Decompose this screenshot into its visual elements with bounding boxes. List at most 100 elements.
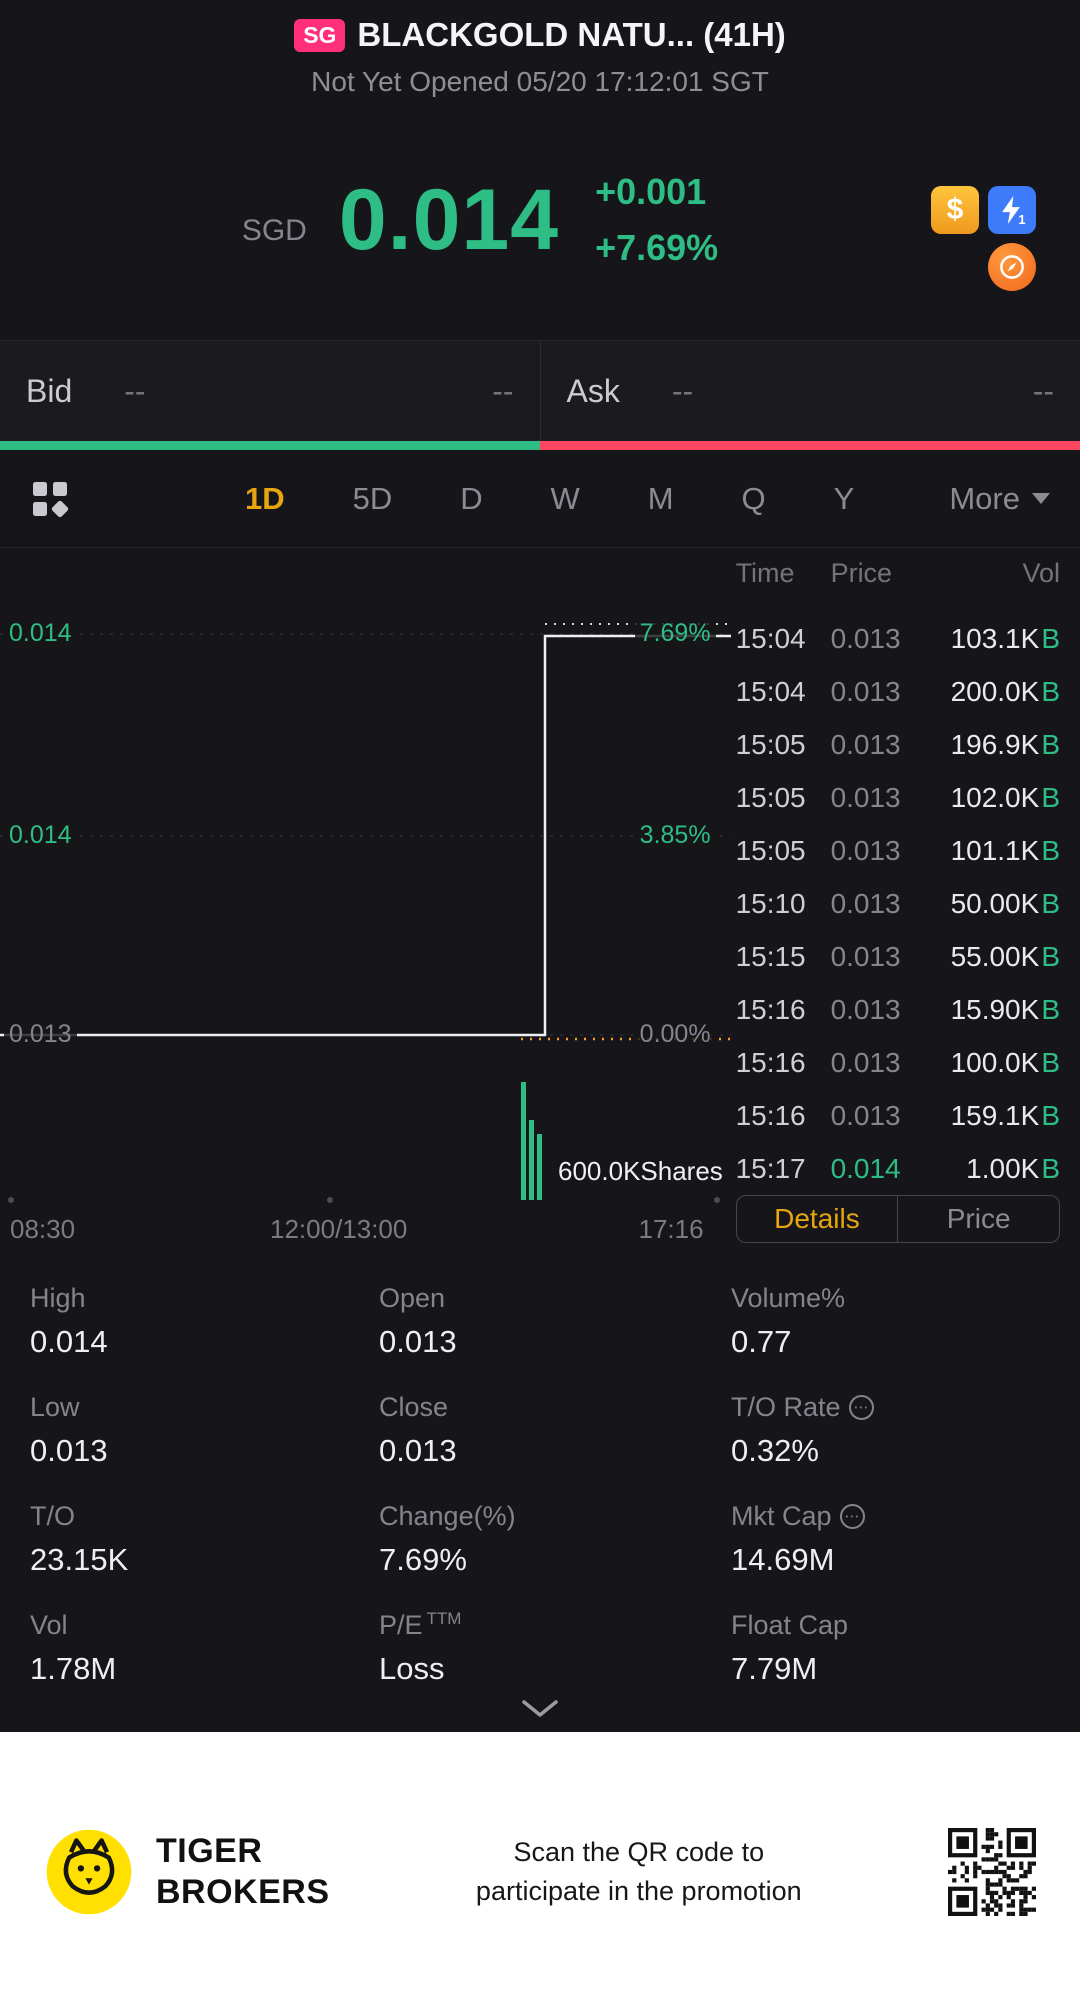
bid-ask-divider xyxy=(539,341,541,442)
tab-more[interactable]: More xyxy=(949,481,1050,517)
last-price: 0.014 xyxy=(338,171,560,268)
details-button[interactable]: Details xyxy=(774,1203,860,1234)
volume-bars xyxy=(521,1082,542,1200)
bid-label: Bid xyxy=(26,373,73,409)
chevron-down-icon xyxy=(522,1700,558,1717)
title-row: SG BLACKGOLD NATU... (41H) xyxy=(0,16,1080,54)
trade-row[interactable]: 15:04 0.013 200.0KB xyxy=(735,675,1060,707)
header: SG BLACKGOLD NATU... (41H) Not Yet Opene… xyxy=(0,0,1080,100)
time-axis: 08:30 12:00/13:00 17:16 xyxy=(0,1197,720,1255)
trade-row[interactable]: 15:05 0.013 102.0KB xyxy=(735,781,1060,813)
trade-row[interactable]: 15:16 0.013 159.1KB xyxy=(735,1099,1060,1131)
tiger-logo-icon xyxy=(46,1829,132,1915)
trade-side-flag: B xyxy=(1041,622,1060,654)
dollar-glyph: $ xyxy=(946,193,964,226)
tab-q[interactable]: Q xyxy=(741,480,766,516)
dollar-icon[interactable]: $ xyxy=(931,186,979,234)
quote-icons: $ 1 xyxy=(931,186,1036,291)
info-icon[interactable]: ⋯ xyxy=(839,1504,865,1529)
chevron-down-icon xyxy=(1032,493,1050,504)
axis-tick-dot xyxy=(327,1197,333,1203)
market-status: Not Yet Opened 05/20 17:12:01 SGT xyxy=(311,66,769,97)
trade-row[interactable]: 15:16 0.013 15.90KB xyxy=(735,993,1060,1025)
trade-row[interactable]: 15:15 0.013 55.00KB xyxy=(735,940,1060,972)
promo-footer: TIGER BROKERS Scan the QR code to partic… xyxy=(0,1732,1080,2012)
price-button[interactable]: Price xyxy=(897,1196,1059,1242)
time-tick-close: 17:16 xyxy=(638,1214,704,1244)
flash-icon[interactable]: 1 xyxy=(988,186,1036,234)
tab-d[interactable]: D xyxy=(460,480,483,516)
ask-ratio-bar xyxy=(540,441,1080,450)
price-chart[interactable]: 0.014 0.014 0.013 7.69% 3.85% 0.00% 600.0KSh… xyxy=(0,548,731,1255)
chart-and-trades: 0.014 0.014 0.013 7.69% 3.85% 0.00% 600.0KSh… xyxy=(0,548,1080,1255)
stat-high: High 0.014 xyxy=(30,1283,108,1359)
promo-line-2: participate in the promotion xyxy=(475,1876,802,1906)
tab-1d[interactable]: 1D xyxy=(245,480,285,516)
brand-line-2: BROKERS xyxy=(156,1873,330,1911)
trade-side-flag: B xyxy=(1041,728,1060,760)
ask-half[interactable]: Ask -- -- xyxy=(541,341,1080,442)
trade-row[interactable]: 15:10 0.013 50.00KB xyxy=(735,887,1060,919)
trade-row[interactable]: 15:04 0.013 103.1KB xyxy=(735,622,1060,654)
compass-icon[interactable] xyxy=(988,243,1036,291)
trade-side-flag: B xyxy=(1041,993,1060,1025)
ask-quantity: -- xyxy=(1032,373,1054,409)
trade-row[interactable]: 15:05 0.013 101.1KB xyxy=(735,834,1060,866)
collapse-chevron[interactable] xyxy=(0,1686,1080,1732)
brand-line-1: TIGER xyxy=(156,1832,263,1871)
col-time: Time xyxy=(735,557,795,588)
trade-side-flag: B xyxy=(1041,834,1060,866)
compass-needle-icon xyxy=(1000,255,1024,279)
stat-mkt-cap: Mkt Cap ⋯ 14.69M xyxy=(731,1501,1050,1578)
volume-annotation: 600.0KShares xyxy=(558,1156,723,1186)
brand-block: TIGER BROKERS xyxy=(44,1827,330,1917)
ask-label: Ask xyxy=(566,373,620,409)
price-change-pct: +7.69% xyxy=(595,227,719,268)
stat-change-: Change(%) 7.69% xyxy=(379,1501,516,1577)
info-icon[interactable]: ⋯ xyxy=(848,1395,874,1420)
trade-side-flag: B xyxy=(1041,1099,1060,1131)
stat-vol: Vol 1.78M xyxy=(30,1610,117,1686)
quote-section: SGD 0.014 +0.001 +7.69% $ 1 xyxy=(0,100,1080,340)
brand-name: TIGER BROKERS xyxy=(156,1831,330,1913)
trade-side-flag: B xyxy=(1041,1046,1060,1078)
stat-float-cap: Float Cap 7.79M xyxy=(731,1610,849,1686)
stat-low: Low 0.013 xyxy=(30,1392,108,1468)
trade-row[interactable]: 15:16 0.013 100.0KB xyxy=(735,1046,1060,1078)
trade-row[interactable]: 15:05 0.013 196.9KB xyxy=(735,728,1060,760)
bid-half[interactable]: Bid -- -- xyxy=(0,341,540,442)
time-tick-open: 08:30 xyxy=(10,1214,76,1244)
bid-ask-section[interactable]: Bid -- -- Ask -- -- xyxy=(0,340,1080,450)
price-axis-label: 0.014 xyxy=(4,820,77,851)
bid-ratio-bar xyxy=(0,441,540,450)
percent-axis-label: 3.85% xyxy=(634,820,716,851)
axis-tick-dot xyxy=(714,1197,720,1203)
exchange-badge: SG xyxy=(294,18,346,52)
time-tick-mid: 12:00/13:00 xyxy=(270,1214,408,1244)
col-price: Price xyxy=(830,557,893,588)
tab-w[interactable]: W xyxy=(550,480,580,516)
trades-header: Time Price Vol xyxy=(736,548,1060,598)
trade-side-flag: B xyxy=(1041,887,1060,919)
promo-text: Scan the QR code to participate in the p… xyxy=(330,1833,948,1911)
price-axis-label: 0.013 xyxy=(4,1019,77,1050)
trades-panel: Time Price Vol 15:04 0.013 103.1KB 15:04 0.0… xyxy=(718,548,1080,1255)
chart-canvas[interactable] xyxy=(0,548,731,1200)
bid-quantity: -- xyxy=(492,373,514,409)
tab-5d[interactable]: 5D xyxy=(352,480,393,516)
tab-m[interactable]: M xyxy=(647,480,674,516)
more-label: More xyxy=(949,480,1020,516)
tab-y[interactable]: Y xyxy=(833,480,855,516)
trade-rows: 15:04 0.013 103.1KB 15:04 0.013 200.0KB 15:05 0… xyxy=(736,598,1060,1195)
trade-row[interactable]: 15:17 0.014 1.00KB xyxy=(735,1152,1060,1184)
price-change-block: +0.001 +7.69% xyxy=(595,171,718,269)
stat-t-o-rate: T/O Rate ⋯ 0.32% xyxy=(731,1392,1050,1469)
price-axis-label: 0.014 xyxy=(4,618,77,649)
panel-toggle: Details Price xyxy=(735,1195,1060,1243)
col-vol: Vol xyxy=(1022,557,1060,588)
stat-close: Close 0.013 xyxy=(379,1392,457,1468)
percent-axis-label: 7.69% xyxy=(634,618,716,649)
chart-layout-icon[interactable] xyxy=(30,479,70,519)
gridlines xyxy=(0,633,731,1036)
